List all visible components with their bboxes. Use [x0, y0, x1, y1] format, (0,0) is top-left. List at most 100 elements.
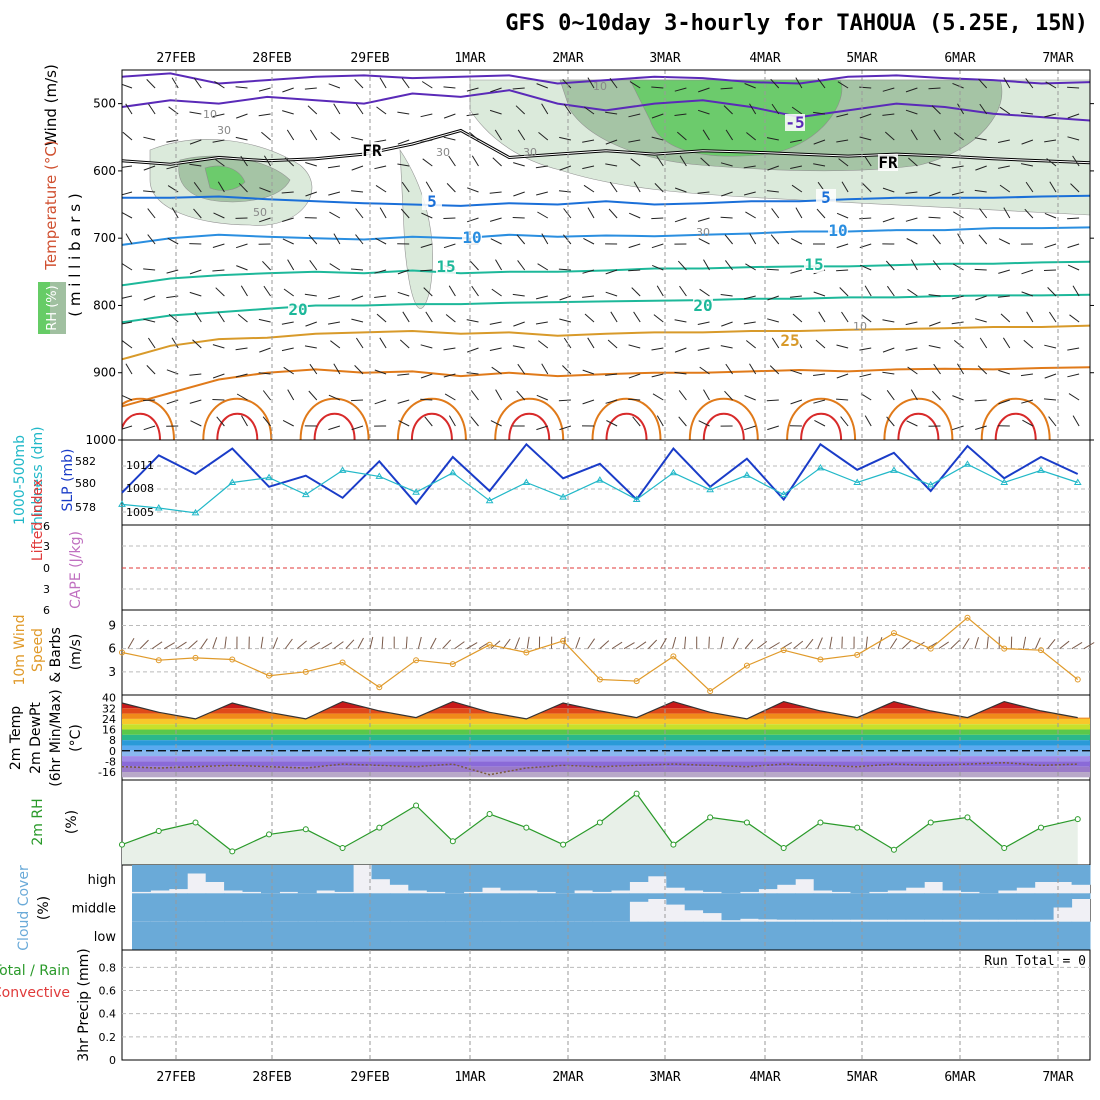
- chart-title: GFS 0~10day 3-hourly for TAHOUA (5.25E, …: [505, 11, 1088, 36]
- rh-contour-label: 10: [853, 320, 867, 333]
- rh-point: [523, 824, 530, 831]
- pressure-tick: 800: [93, 298, 116, 312]
- wind-speed-point: [376, 684, 383, 691]
- rh-contour-label: 30: [523, 146, 537, 159]
- rh-point: [302, 826, 309, 833]
- cape-label: CAPE (J/kg): [68, 531, 84, 609]
- cloud-bar-low: [629, 921, 649, 950]
- li-label: Lifted Index: [30, 479, 46, 561]
- isotherm-5: [122, 194, 1090, 207]
- cloud-bar-low: [518, 921, 538, 950]
- pressure-tick: 1000: [85, 433, 116, 447]
- thickness-point: [743, 471, 751, 478]
- cloud-bar-low: [408, 921, 428, 950]
- wind-speed-point: [266, 672, 273, 679]
- cloud-bar-low: [905, 921, 925, 950]
- wind-label: Wind (m/s): [42, 64, 60, 146]
- temp-label-a: 2m Temp: [8, 706, 24, 770]
- cloud-bar-low: [500, 921, 520, 950]
- cloud-bar-low: [242, 921, 262, 950]
- thickness-point: [559, 493, 567, 500]
- thickness-point: [1000, 478, 1009, 485]
- isotherm-label: 25: [780, 331, 799, 350]
- rh2m-unit: (%): [64, 810, 80, 834]
- date-label-bottom: 7MAR: [1042, 1070, 1073, 1085]
- cloud-level-label: low: [94, 930, 117, 945]
- cloud-bar-middle: [408, 893, 428, 922]
- wind-speed-point: [596, 676, 603, 683]
- rh-point: [1037, 824, 1044, 831]
- date-label-top: 6MAR: [944, 51, 975, 66]
- thickness-tick: 578: [75, 501, 96, 514]
- wind-speed-point: [670, 653, 677, 660]
- cloud-bar-middle: [261, 893, 280, 922]
- cloud-bar-middle: [740, 893, 759, 919]
- cloud-bar-low: [389, 921, 409, 950]
- cloud-bar-middle: [979, 893, 999, 920]
- cloud-bar-low: [795, 921, 815, 950]
- wind-speed-point: [119, 649, 125, 656]
- rh-contour-label: 30: [696, 226, 710, 239]
- cloud-bar-high: [445, 865, 465, 894]
- thickness-point: [853, 478, 862, 485]
- isotherm-label: FR: [878, 153, 898, 172]
- isotherm--10: [122, 72, 1090, 85]
- rh-point: [890, 846, 897, 853]
- cloud-bar-high: [500, 865, 520, 891]
- cloud-bar-middle: [1016, 893, 1036, 920]
- cloud-bar-low: [463, 921, 483, 950]
- bottom-date-axis: 27FEB 28FEB 29FEB 1MAR 2MAR 3MAR 4MAR 5MAR 6MAR 7…: [156, 1070, 1073, 1085]
- cloud-bar-middle: [647, 893, 667, 899]
- thickness-label-b: Thickness (dm): [30, 426, 46, 534]
- cloud-bar-high: [813, 865, 833, 891]
- cloud-bar-middle: [334, 893, 354, 922]
- isotherm-label: 10: [462, 228, 481, 247]
- cloud-bar-low: [187, 921, 207, 950]
- rh-point: [854, 824, 861, 831]
- wind-frame: [121, 609, 1091, 696]
- temp-tick: 8: [109, 734, 116, 747]
- temperature-label: Temperature (°C): [42, 140, 60, 270]
- cloud-label: Cloud Cover: [16, 865, 32, 951]
- cloud-bar-low: [997, 921, 1017, 950]
- wind-speed-point: [155, 657, 162, 664]
- date-label-top: 28FEB: [252, 51, 291, 66]
- isotherm-label: 20: [693, 296, 712, 315]
- temp-tick: 0: [109, 745, 116, 758]
- pressure-tick: 700: [93, 231, 116, 245]
- cloud-bar-low: [740, 921, 759, 950]
- rh-point: [229, 848, 236, 855]
- cloud-bar-high: [1053, 865, 1073, 882]
- slp-tick: 1008: [126, 482, 154, 495]
- rh2m-label: 2m RH: [30, 798, 46, 845]
- cloud-bar-low: [868, 921, 888, 950]
- cloud-bar-low: [832, 921, 851, 950]
- thickness-point: [338, 466, 347, 473]
- cloud-bar-middle: [187, 893, 207, 922]
- rh-point: [560, 841, 567, 848]
- wind-speed-point: [486, 641, 493, 648]
- rh-point: [707, 814, 714, 821]
- cloud-bar-high: [611, 865, 630, 891]
- rh-contour-label: 10: [593, 80, 607, 93]
- dewpoint-line: [121, 761, 1078, 776]
- rh-point: [964, 814, 971, 821]
- panel-labels: Wind (m/s)Temperature (°C) ( m i l l i b …: [0, 64, 92, 1062]
- temp-tick: -16: [98, 766, 116, 779]
- wind-speed-point: [1001, 645, 1008, 652]
- cloud-bar-high: [518, 865, 538, 891]
- rh-point: [119, 841, 125, 848]
- cloud-bar-middle: [555, 893, 575, 922]
- wind-tick: 3: [108, 665, 116, 679]
- wind10-label-a: 10m Wind: [12, 614, 28, 685]
- thickness-tick: 580: [75, 477, 96, 490]
- cloud-bar-middle: [905, 893, 925, 920]
- cloud-bar-high: [187, 865, 207, 874]
- date-label-top: 7MAR: [1042, 51, 1073, 66]
- rh-point: [596, 819, 603, 826]
- cloud-bar-high: [482, 865, 501, 888]
- cloud-bar-middle: [518, 893, 538, 922]
- cloud-bar-high: [961, 865, 980, 892]
- thickness-point: [448, 468, 457, 476]
- cloud-bar-middle: [279, 893, 299, 922]
